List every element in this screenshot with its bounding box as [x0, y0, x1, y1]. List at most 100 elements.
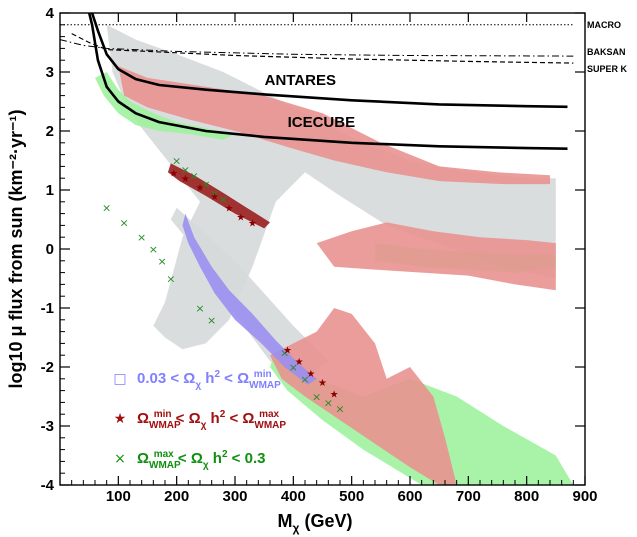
legend-entry-part: h [206, 410, 219, 427]
cross-point-19: × [335, 402, 344, 415]
cross-point-14: × [280, 346, 289, 359]
region-middle-bands-pink [316, 222, 556, 291]
curve-antares [90, 12, 568, 109]
legend-entry-part: < Ω [225, 410, 254, 427]
cross-point-11: × [219, 193, 228, 206]
star-point-10: ★ [318, 378, 327, 389]
data-markers: ×××××××× ××× ××××××× × ×★★★★★★★★★★★★ [102, 155, 345, 416]
x-tick-label-100: 100 [106, 488, 131, 505]
cross-point-7: × [181, 163, 190, 176]
star-point-3: ★ [210, 192, 219, 203]
cross-point-12: × [195, 302, 204, 315]
cross-point-15: × [289, 361, 298, 374]
legend-entry-2: ΩWMAPmax < Ωχ h2 < 0.3 [137, 449, 265, 471]
legend: □ 0.03 < Ωχ h2 < ΩWMAPmin★ ΩWMAPmin < Ωχ h… [113, 369, 286, 471]
star-point-9: ★ [306, 369, 315, 380]
x-tick-label-200: 200 [164, 488, 189, 505]
star-point-8: ★ [295, 357, 304, 368]
legend-entry-part: χ [195, 380, 201, 391]
y-axis-title: log10 μ flux from sun (km⁻²·yr⁻¹) [6, 109, 26, 388]
legend-entry-part: h [209, 450, 222, 467]
limit-label-baksan: BAKSAN [587, 47, 626, 57]
cross-point-3: × [149, 243, 158, 256]
legend-entry-part: max [154, 449, 174, 460]
curve-label-icecube: ICECUBE [288, 114, 356, 131]
legend-entry-part: WMAP [249, 380, 281, 391]
star-point-2: ★ [196, 183, 205, 194]
legend-entry-part: h [201, 370, 214, 387]
star-point-5: ★ [236, 213, 245, 224]
curve-labels: ANTARES ICECUBE [265, 72, 355, 131]
y-tick-label-3: 3 [46, 64, 54, 81]
data-regions [95, 24, 574, 485]
star-point-7: ★ [283, 345, 292, 356]
curve-baksan [59, 39, 574, 57]
curve-label-antares: ANTARES [265, 72, 336, 89]
cross-point-9: × [201, 178, 210, 191]
cross-point-17: × [312, 391, 321, 404]
legend-entry-part: 2 [214, 369, 220, 380]
y-tick-label--2: -2 [41, 359, 54, 376]
y-tick-label-0: 0 [46, 241, 54, 258]
cross-point-13: × [207, 314, 216, 327]
legend-marker-1: ★ [114, 411, 127, 427]
x-axis-title: Mχ (GeV) [278, 511, 353, 535]
limit-curves [59, 12, 574, 150]
star-point-6: ★ [248, 218, 257, 229]
cross-point-6: × [172, 155, 181, 168]
limit-labels: MACRO BAKSAN SUPER K [587, 20, 628, 74]
x-tick-label-300: 300 [222, 488, 247, 505]
region-blue-band [182, 213, 317, 385]
legend-marker-0: □ [113, 371, 126, 387]
x-tick-label-500: 500 [339, 488, 364, 505]
y-tick-label--4: -4 [41, 477, 55, 494]
legend-entry-part: WMAP [254, 420, 286, 431]
y-tick-label--3: -3 [41, 418, 54, 435]
legend-entry-0: 0.03 < Ωχ h2 < ΩWMAPmin [137, 369, 281, 391]
star-point-11: ★ [330, 390, 339, 401]
x-tick-label-400: 400 [281, 488, 306, 505]
legend-entry-part: 2 [220, 409, 226, 420]
cross-point-1: × [120, 216, 129, 229]
region-lower-wedge-pink [270, 308, 457, 485]
region-low-mass-branch-grey [170, 207, 329, 379]
legend-entry-part: χ [203, 460, 209, 471]
legend-entry-1: ΩWMAPmin < Ωχ h2 < ΩWMAPmax [137, 409, 286, 431]
legend-entry-part: 0.03 < Ω [137, 370, 195, 387]
cross-point-5: × [166, 273, 175, 286]
legend-entry-part: χ [201, 420, 207, 431]
x-tick-label-800: 800 [514, 488, 539, 505]
legend-entry-part: WMAP [149, 460, 181, 471]
legend-entry-part: 2 [222, 449, 228, 460]
legend-entry-part: Ω [137, 450, 149, 467]
limit-label-macro: MACRO [587, 20, 621, 30]
legend-entry-part: min [154, 409, 172, 420]
legend-entry-part: min [254, 369, 272, 380]
x-tick-label-600: 600 [397, 488, 422, 505]
cross-point-4: × [157, 255, 166, 268]
legend-entry-part: WMAP [149, 420, 181, 431]
y-tick-label--1: -1 [41, 300, 54, 317]
region-upper-diagonal-dark-red-green [167, 163, 270, 229]
cross-point-2: × [137, 231, 146, 244]
cross-point-10: × [210, 187, 219, 200]
y-tick-label-1: 1 [46, 182, 54, 199]
axis-ticks: 100 200 300 400 500 600 700 800 900 -4 -3 -2 -1 0 1 2 3 4 [41, 5, 598, 505]
y-tick-label-2: 2 [46, 123, 54, 140]
curve-icecube [87, 12, 568, 150]
legend-entry-part: < Ω [171, 410, 200, 427]
region-upper-band-pink [118, 66, 551, 185]
x-tick-label-700: 700 [456, 488, 481, 505]
legend-entry-part: < Ω [220, 370, 249, 387]
cross-point-8: × [190, 169, 199, 182]
star-point-1: ★ [181, 174, 190, 185]
legend-entry-part: Ω [137, 410, 149, 427]
star-point-4: ★ [225, 204, 234, 215]
legend-entry-part: < 0.3 [228, 450, 266, 467]
star-point-0: ★ [169, 168, 178, 179]
cross-point-16: × [300, 373, 309, 386]
cross-point-0: × [102, 202, 111, 215]
legend-marker-2: × [114, 451, 126, 467]
y-tick-label-4: 4 [46, 5, 55, 22]
